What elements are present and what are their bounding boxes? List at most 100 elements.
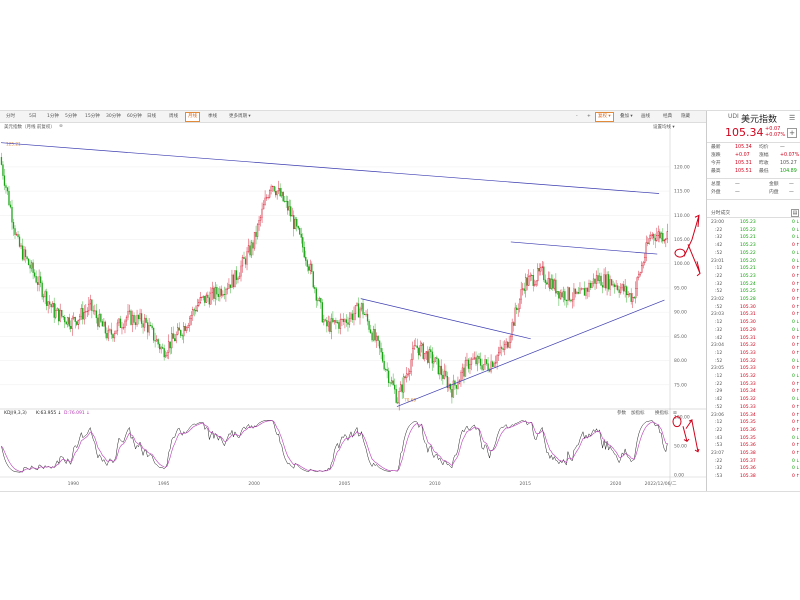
stat-label: 最新 — [711, 145, 721, 150]
candle-body — [151, 325, 153, 329]
tick-time: 23:07 — [711, 451, 724, 456]
candle-body — [562, 291, 565, 298]
tick-direction-icon: ↑ — [796, 412, 800, 418]
period-button[interactable]: 5日 — [29, 114, 37, 119]
period-button[interactable]: 分时 — [6, 114, 15, 119]
candle-body — [528, 276, 530, 286]
stat-row: 外盘 — 内盘 — — [707, 189, 800, 197]
candle-body — [644, 257, 646, 264]
x-tick-label: 2020 — [610, 481, 622, 487]
candle-body — [41, 282, 43, 298]
ma-settings-button[interactable]: 设置均线 ▾ — [653, 125, 675, 130]
tick-direction-icon: ↑ — [796, 420, 800, 426]
tick-row: :32 105.29 0 ↓ — [707, 327, 800, 334]
chart-canvas[interactable]: 120.00 115.00 110.00 105.00 100.00 95.00 90.00… — [0, 111, 706, 491]
candle-body — [636, 277, 638, 289]
candle-body — [70, 326, 72, 329]
period-button[interactable]: 周线 — [169, 114, 178, 119]
candle-body — [118, 318, 120, 324]
candle-body — [59, 310, 61, 322]
candle-body — [130, 310, 132, 325]
close-indicator-icon[interactable]: ⊗ — [59, 124, 63, 129]
tick-direction-icon: ↓ — [796, 227, 800, 233]
stat-value: 105.34 — [735, 145, 752, 150]
tool-button[interactable]: - — [576, 114, 578, 119]
annotation-arrow — [683, 214, 700, 257]
tick-price: 105.23 — [740, 243, 756, 249]
kdj-link[interactable]: 换指标 — [655, 409, 669, 416]
tool-button[interactable]: 叠加 ▾ — [620, 114, 633, 119]
candle-body — [272, 186, 274, 187]
candle-body — [232, 274, 235, 288]
candle-body — [639, 272, 641, 275]
candle-body — [431, 351, 433, 364]
kdj-link[interactable]: 参数 — [617, 409, 626, 416]
candle-body — [336, 322, 339, 324]
candle-body — [555, 279, 557, 294]
candle-body — [357, 303, 360, 318]
stat-label: 最高 — [711, 169, 721, 174]
period-button[interactable]: 更多周期 ▾ — [229, 114, 251, 119]
candle-body — [523, 288, 525, 291]
tick-row: 23:01 105.20 0 ↓ — [707, 258, 800, 265]
candle-body — [537, 268, 539, 282]
tool-button[interactable]: 复权 ▾ — [595, 112, 614, 122]
tick-row: :32 105.36 0 ↓ — [707, 465, 800, 472]
period-button[interactable]: 月线 — [185, 112, 200, 122]
candle-body — [368, 320, 370, 330]
x-tick-label: 2010 — [429, 481, 441, 487]
candle-body — [321, 302, 323, 323]
add-watchlist-button[interactable]: + — [787, 128, 797, 138]
tick-row: 23:02 105.28 0 ↑ — [707, 296, 800, 303]
stat-row: 总量 — 金额 — — [707, 181, 800, 189]
candle-body — [332, 318, 334, 323]
candle-body — [219, 288, 221, 297]
candle-body — [139, 313, 141, 320]
candle-body — [86, 310, 88, 312]
candle-body — [601, 285, 604, 288]
ticks-title: 分时成交 — [711, 211, 731, 216]
candle-body — [326, 319, 328, 327]
change-value: +0.07 — [765, 126, 781, 132]
ticks-toggle-icon[interactable]: ▤ — [791, 209, 799, 217]
candle-body — [620, 287, 622, 293]
candle-body — [531, 275, 533, 276]
kdj-close-icon[interactable]: ⊠ — [673, 411, 677, 416]
trend-line — [510, 241, 658, 255]
candle-body — [600, 275, 602, 286]
candle-body — [250, 242, 253, 256]
menu-icon[interactable]: ☰ — [789, 114, 796, 122]
tool-button[interactable]: 画线 — [641, 114, 650, 119]
tool-button[interactable]: 隐藏 — [681, 114, 690, 119]
candle-body — [400, 384, 402, 392]
period-button[interactable]: 5分钟 — [65, 114, 77, 119]
candle-body — [449, 383, 452, 390]
period-button[interactable]: 日线 — [147, 114, 156, 119]
period-button[interactable]: 15分钟 — [85, 114, 100, 119]
tick-row: 23:06 105.34 0 ↑ — [707, 412, 800, 419]
candle-body — [201, 297, 203, 299]
tick-row: :53 105.38 0 ↑ — [707, 473, 800, 480]
period-button[interactable]: 60分钟 — [127, 114, 142, 119]
tick-direction-icon: ↑ — [796, 289, 800, 295]
candle-body — [308, 266, 310, 271]
x-tick-label: 2005 — [339, 481, 351, 487]
candle-body — [258, 220, 260, 225]
period-button[interactable]: 30分钟 — [106, 114, 121, 119]
tick-time: :22 — [715, 427, 723, 433]
stat-label: 金额 — [769, 182, 779, 187]
kdj-link[interactable]: 加指标 — [631, 409, 645, 416]
candle-body — [351, 313, 354, 320]
period-button[interactable]: 1分钟 — [47, 114, 59, 119]
candle-body — [556, 291, 558, 294]
kdj-name: KDJ(9,3,3) — [4, 410, 27, 416]
candle-body — [383, 361, 385, 370]
candle-body — [585, 288, 587, 296]
candle-body — [192, 309, 194, 316]
period-button[interactable]: 季线 — [208, 114, 217, 119]
annotation-circle — [672, 416, 682, 428]
candle-body — [259, 217, 262, 221]
tool-button[interactable]: + — [587, 114, 591, 119]
tool-button[interactable]: 经典 — [663, 114, 672, 119]
stat-label: 今开 — [711, 161, 721, 166]
